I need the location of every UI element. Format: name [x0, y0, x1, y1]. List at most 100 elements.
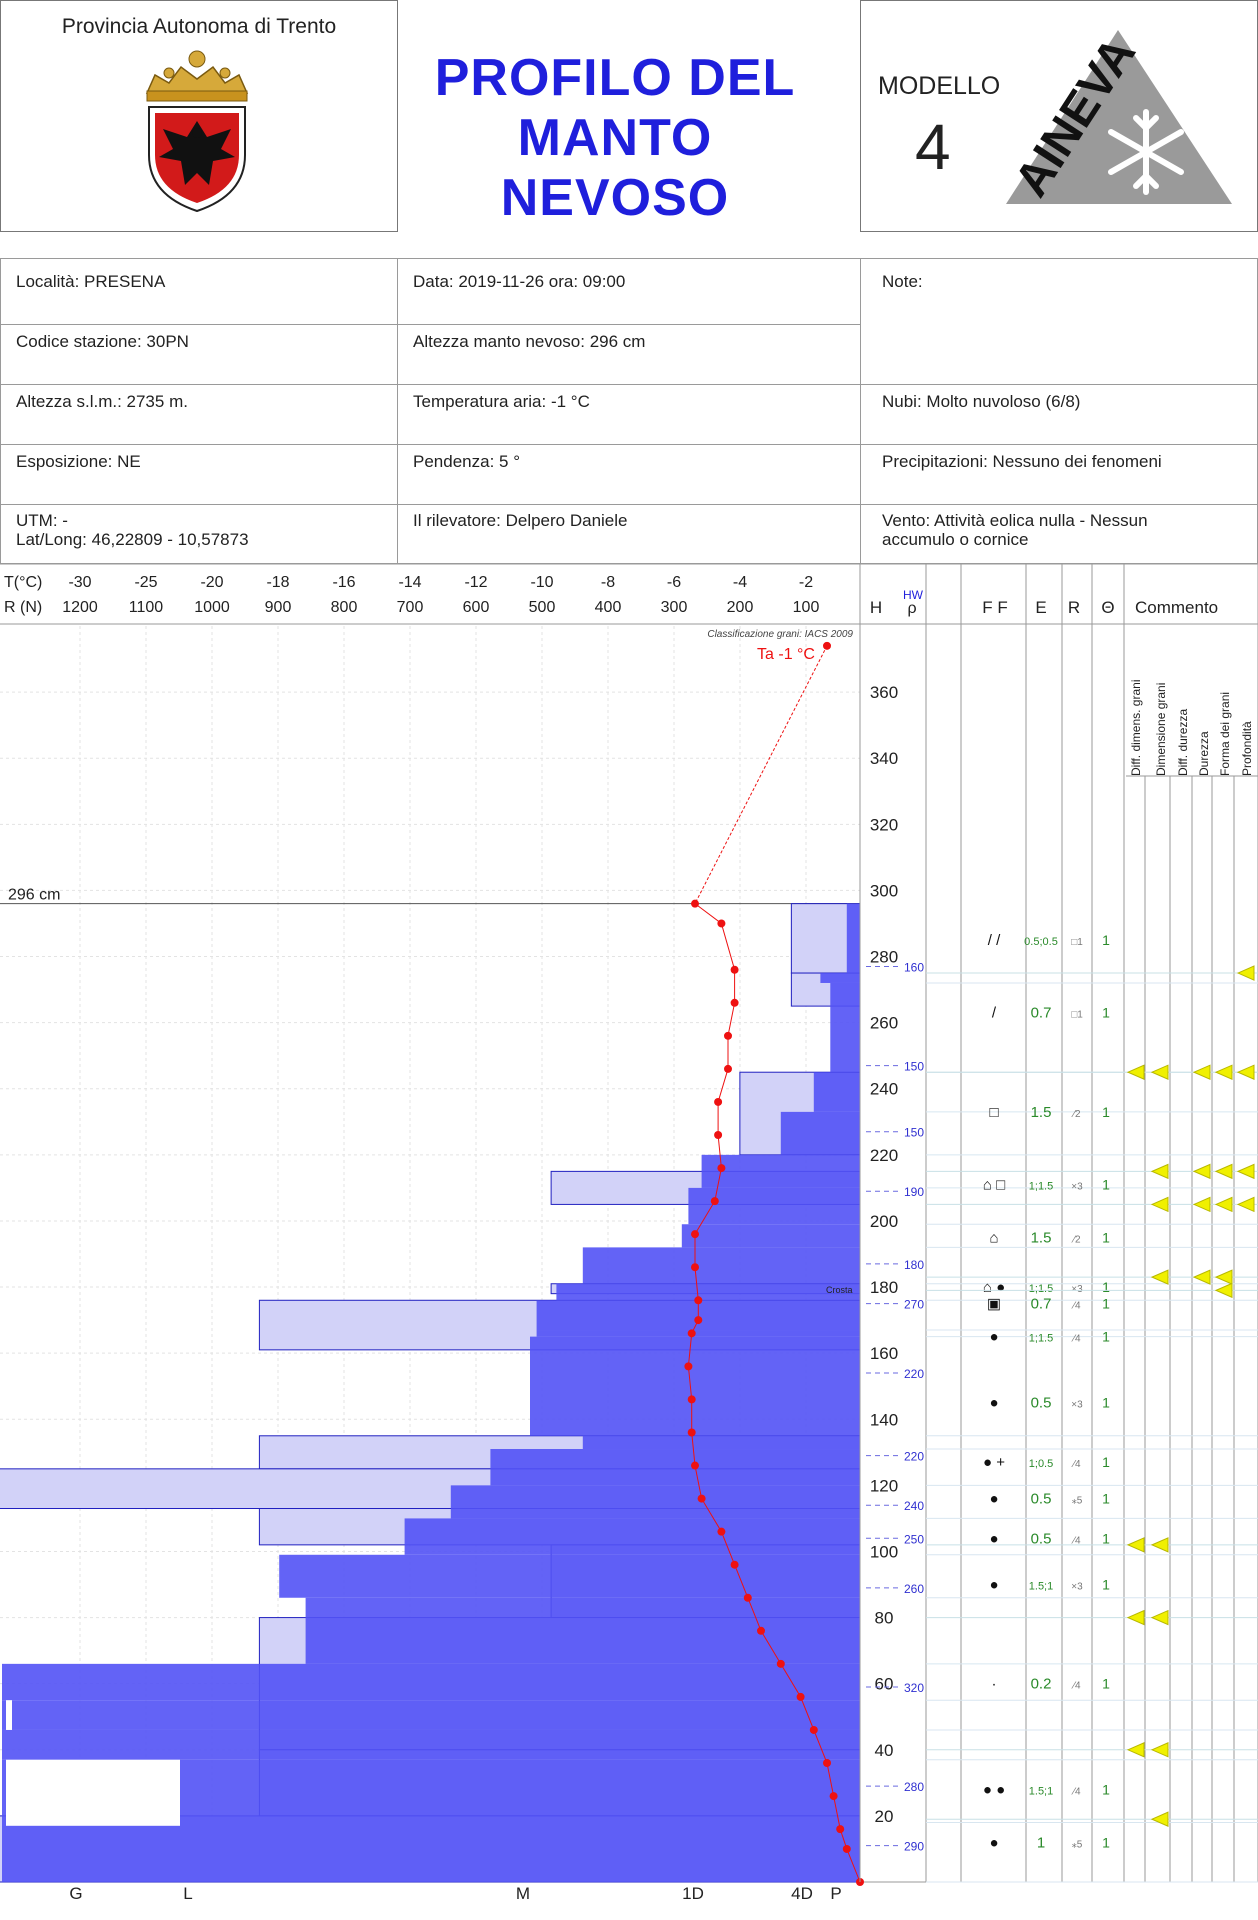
- temp-tick-label: -16: [332, 574, 355, 591]
- utm-text: UTM: -: [16, 511, 68, 530]
- instability-flag-icon: [1126, 1609, 1145, 1626]
- ram-layer: [279, 1554, 860, 1598]
- temp-point: [757, 1626, 765, 1635]
- page-title-line1: PROFILO DEL: [434, 49, 796, 107]
- grain-size-value: 0.5: [1031, 1395, 1052, 1412]
- wind-text-line1: Vento: Attività eolica nulla - Nessun: [882, 511, 1148, 530]
- ram-layer: [530, 1336, 860, 1436]
- snow-temp-line: [687, 903, 861, 1883]
- ram-layer: [681, 1224, 860, 1248]
- height-tick-label: 180: [870, 1278, 898, 1297]
- height-tick-label: 100: [870, 1542, 898, 1561]
- ram-axis-label: R (N): [4, 599, 42, 616]
- province-panel: Provincia Autonoma di Trento: [0, 0, 398, 232]
- wetness-value: 1: [1102, 1005, 1110, 1021]
- grain-size-value: 1.5;1: [1029, 1785, 1053, 1797]
- ram-layer: [2, 1663, 860, 1701]
- wetness-value: 1: [1102, 1454, 1110, 1470]
- temp-tick-label: -18: [266, 574, 289, 591]
- instability-flag-icon: [1150, 1742, 1169, 1758]
- ram-tick-label: 800: [331, 599, 358, 616]
- temp-point: [710, 1197, 719, 1206]
- ram-tick-label: 1000: [194, 599, 230, 616]
- ram-tick-label: 1200: [62, 599, 98, 616]
- temp-point: [691, 1263, 699, 1272]
- ram-layer: [490, 1449, 860, 1486]
- grain-form-symbol: ● +: [983, 1454, 1005, 1471]
- ram-layer: [780, 1111, 860, 1155]
- ram-gap: [6, 1700, 12, 1730]
- altitude-text: Altezza s.l.m.: 2735 m.: [16, 392, 188, 411]
- temp-point: [730, 1560, 739, 1569]
- title-panel: [398, 0, 860, 232]
- clouds-text: Nubi: Molto nuvoloso (6/8): [882, 392, 1081, 411]
- height-tick-label: 120: [870, 1476, 898, 1495]
- height-tick-label: 280: [870, 948, 898, 967]
- grain-form-symbol: ⌂ □: [983, 1177, 1005, 1194]
- height-tick-label: 260: [870, 1014, 898, 1033]
- hardness-value: □1: [1071, 937, 1083, 948]
- instability-flag-icon: [1214, 1282, 1233, 1299]
- snowflake-icon: [1108, 109, 1184, 195]
- ram-layer: [305, 1597, 861, 1664]
- temp-point: [691, 1230, 699, 1239]
- temp-point: [714, 1131, 723, 1140]
- ram-tick-label: 300: [661, 599, 688, 616]
- temp-point: [691, 899, 699, 908]
- ram-tick-label: 200: [727, 599, 754, 616]
- wetness-value: 1: [1102, 1395, 1110, 1411]
- temp-tick-label: -6: [667, 574, 681, 591]
- instability-flag-icon: [1236, 1196, 1255, 1213]
- density-value: 190: [904, 1185, 924, 1199]
- flag-column-label: Diff. dimens. grani: [1129, 680, 1143, 777]
- ram-layer: [820, 973, 860, 983]
- instability-flag-icon: [1192, 1196, 1211, 1213]
- grain-size-value: 0.7: [1031, 1296, 1052, 1313]
- wetness-value: 1: [1102, 1296, 1110, 1312]
- grain-form-symbol: /: [992, 1005, 997, 1022]
- instability-flag-icon: [1150, 1163, 1169, 1180]
- date-text: Data: 2019-11-26 ora: 09:00: [413, 272, 626, 291]
- ram-layer: [846, 903, 860, 974]
- temp-tick-label: -14: [398, 574, 421, 591]
- ram-tick-label: 100: [793, 599, 820, 616]
- grain-size-value: 0.5;0.5: [1024, 936, 1058, 948]
- density-value: 250: [904, 1532, 924, 1546]
- temp-tick-label: -30: [68, 574, 91, 591]
- temp-point: [776, 1659, 785, 1668]
- ram-layer: [582, 1247, 860, 1284]
- aineva-logo: AINEVA: [1005, 28, 1232, 206]
- hardness-value: ⁄2: [1070, 1234, 1081, 1245]
- density-value: 240: [904, 1499, 924, 1513]
- hardness-value: ⁄4: [1070, 1786, 1081, 1797]
- temp-point: [684, 1362, 693, 1371]
- grain-size-value: 1;0.5: [1029, 1458, 1053, 1470]
- density-value: 320: [904, 1681, 924, 1695]
- height-tick-label: 160: [870, 1344, 898, 1363]
- grain-size-value: 0.5: [1031, 1491, 1052, 1508]
- column-header-hw: HW: [903, 588, 924, 602]
- crown-icon: [145, 50, 249, 102]
- grain-size-value: 0.2: [1031, 1676, 1052, 1693]
- grain-form-symbol: ●: [989, 1491, 998, 1508]
- temp-point: [836, 1825, 845, 1834]
- density-value: 150: [904, 1126, 924, 1140]
- density-value: 290: [904, 1840, 924, 1854]
- instability-flag-icon: [1150, 1609, 1169, 1626]
- ram-layer: [2, 1700, 860, 1730]
- temp-point: [687, 1395, 696, 1404]
- hardness-tick-label: 4D: [791, 1884, 813, 1903]
- ram-layer: [582, 1435, 860, 1450]
- hardness-value: □1: [1071, 1010, 1083, 1021]
- instability-flag-icon: [1150, 1064, 1169, 1080]
- column-header-e: E: [1035, 598, 1046, 617]
- ram-layer: [2, 1822, 860, 1882]
- flag-column-label: Profondità: [1240, 721, 1254, 776]
- temp-point: [717, 1527, 726, 1536]
- air-temp-label: Ta -1 °C: [757, 646, 815, 663]
- flag-column-label: Durezza: [1197, 731, 1211, 776]
- height-tick-label: 360: [870, 683, 898, 702]
- wetness-value: 1: [1102, 1329, 1110, 1345]
- temp-point: [697, 1494, 706, 1503]
- location-text: Località: PRESENA: [16, 272, 166, 291]
